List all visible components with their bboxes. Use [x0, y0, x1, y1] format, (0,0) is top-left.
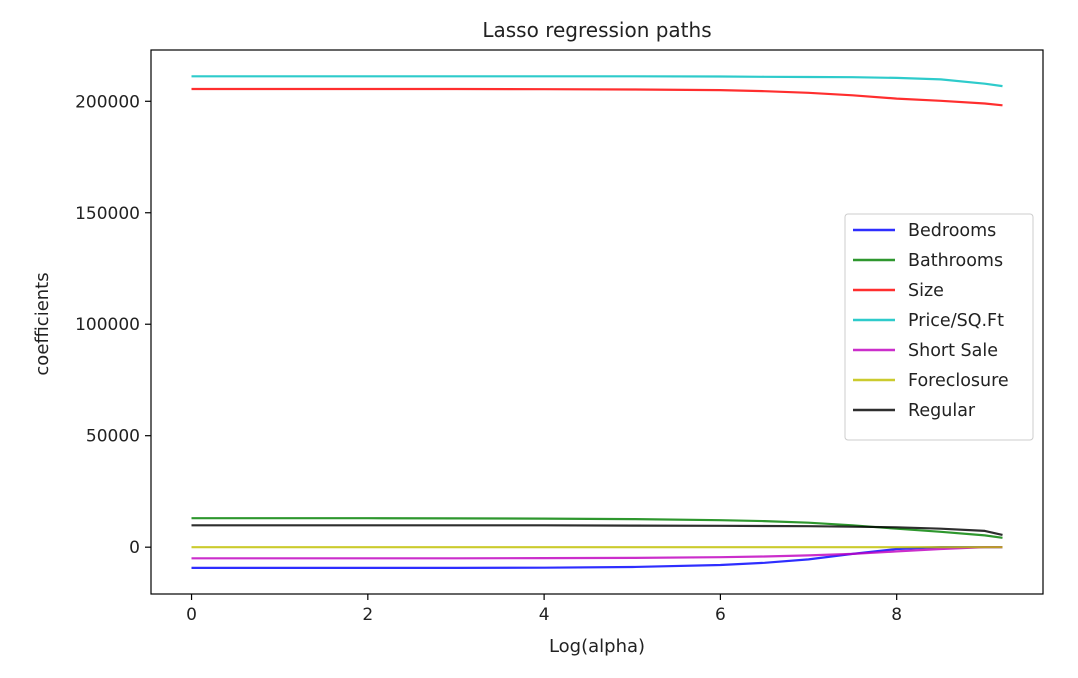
x-tick-label: 8	[891, 605, 902, 625]
legend-label: Short Sale	[908, 341, 998, 361]
y-tick-label: 200000	[75, 92, 140, 112]
legend-label: Bedrooms	[908, 221, 996, 241]
x-tick-label: 6	[715, 605, 726, 625]
series-line-bathrooms	[191, 517, 1003, 539]
x-axis-label: Log(alpha)	[549, 636, 645, 657]
legend-label: Bathrooms	[908, 251, 1003, 271]
plot-area: 0 2 4 6 8 0 50000 100000 150000 200000 Bedrooms Bat…	[75, 49, 1044, 625]
y-tick-label: 0	[129, 538, 140, 558]
y-tick-label: 150000	[75, 204, 140, 224]
legend-label: Foreclosure	[908, 371, 1009, 391]
legend-label: Size	[908, 281, 944, 301]
x-tick-label: 0	[186, 605, 197, 625]
series-line-price-sq-ft	[191, 75, 1003, 88]
y-axis-label: coefficients	[32, 272, 53, 375]
series-line-regular	[191, 524, 1003, 536]
series-line-size	[191, 87, 1003, 107]
x-tick-label: 2	[362, 605, 373, 625]
legend-label: Regular	[908, 401, 976, 421]
y-tick-label: 50000	[86, 427, 140, 447]
axes-frame	[150, 49, 1044, 595]
legend-box	[844, 213, 1034, 441]
y-tick-label: 100000	[75, 315, 140, 335]
series-line-short-sale	[191, 546, 1003, 560]
chart-title: Lasso regression paths	[482, 18, 711, 42]
legend-label: Price/SQ.Ft	[908, 311, 1004, 331]
x-tick-label: 4	[539, 605, 550, 625]
